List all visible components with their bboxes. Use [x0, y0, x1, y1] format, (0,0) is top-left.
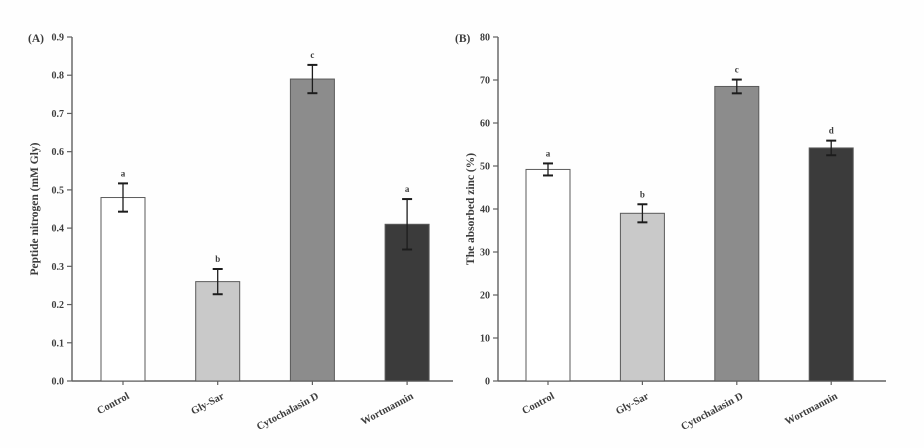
- y-tick-label: 0.8: [52, 71, 65, 82]
- x-tick-label: Wortmannin: [359, 391, 415, 428]
- y-tick-label: 0.3: [52, 262, 65, 273]
- x-tick-label: Control: [521, 391, 557, 417]
- y-tick-label: 40: [480, 205, 490, 216]
- y-tick-label: 80: [480, 33, 490, 44]
- sig-letter: b: [640, 189, 645, 199]
- y-tick-label: 60: [480, 119, 490, 130]
- y-tick-label: 30: [480, 248, 490, 259]
- panel-b: (B) 0 10 20 30 40 50 60 70 80 The absorbed zinc (%…: [455, 33, 886, 433]
- y-tick-label: 20: [480, 291, 490, 302]
- x-tick-label: Gly-Sar: [614, 391, 651, 418]
- bar-control: [100, 197, 146, 382]
- y-tick-label: 0.7: [52, 109, 65, 120]
- y-tick-label: 0.0: [52, 377, 65, 388]
- sig-letter: c: [735, 65, 739, 75]
- bar-wortmannin: [808, 147, 854, 382]
- y-tick-label: 0.6: [52, 147, 65, 158]
- panel-b-label: (B): [455, 33, 471, 45]
- bar-gly-sar: [195, 281, 241, 382]
- y-tick-label: 70: [480, 76, 490, 87]
- x-tick-label: Wortmannin: [783, 391, 839, 428]
- x-tick-label: Control: [96, 391, 132, 417]
- bar-cytochalasin-d: [289, 78, 335, 382]
- bar-cytochalasin-d: [714, 85, 760, 382]
- y-tick-label: 0.9: [52, 33, 65, 44]
- y-tick-label: 0.5: [52, 185, 65, 196]
- sig-letter: c: [310, 50, 314, 60]
- sig-letter: d: [829, 126, 834, 136]
- y-axis-title: Peptide nitrogen (mM Gly): [29, 142, 41, 275]
- y-tick-label: 0.4: [52, 224, 65, 235]
- sig-letter: b: [215, 254, 220, 264]
- y-axis-title: The absorbed zinc (%): [465, 153, 477, 265]
- y-tick-label: 0.1: [52, 338, 65, 349]
- y-tick-label: 10: [480, 334, 490, 345]
- sig-letter: a: [546, 148, 551, 158]
- bar-control: [525, 168, 571, 382]
- x-tick-label: Cytochalasin D: [680, 391, 746, 433]
- bar-gly-sar: [619, 212, 665, 382]
- sig-letter: a: [121, 168, 126, 178]
- y-tick-label: 0.2: [52, 300, 65, 311]
- y-tick-label: 50: [480, 162, 490, 173]
- y-tick-label: 0: [485, 377, 490, 388]
- x-tick-label: Cytochalasin D: [255, 391, 321, 433]
- sig-letter: a: [405, 184, 410, 194]
- x-tick-label: Gly-Sar: [190, 391, 227, 418]
- panel-a-label: (A): [28, 33, 44, 45]
- panel-a: (A) 0.0 0.1 0.2 0.3 0.4 0.5 0.6 0.7 0.8 0.9 Peptide…: [28, 33, 453, 433]
